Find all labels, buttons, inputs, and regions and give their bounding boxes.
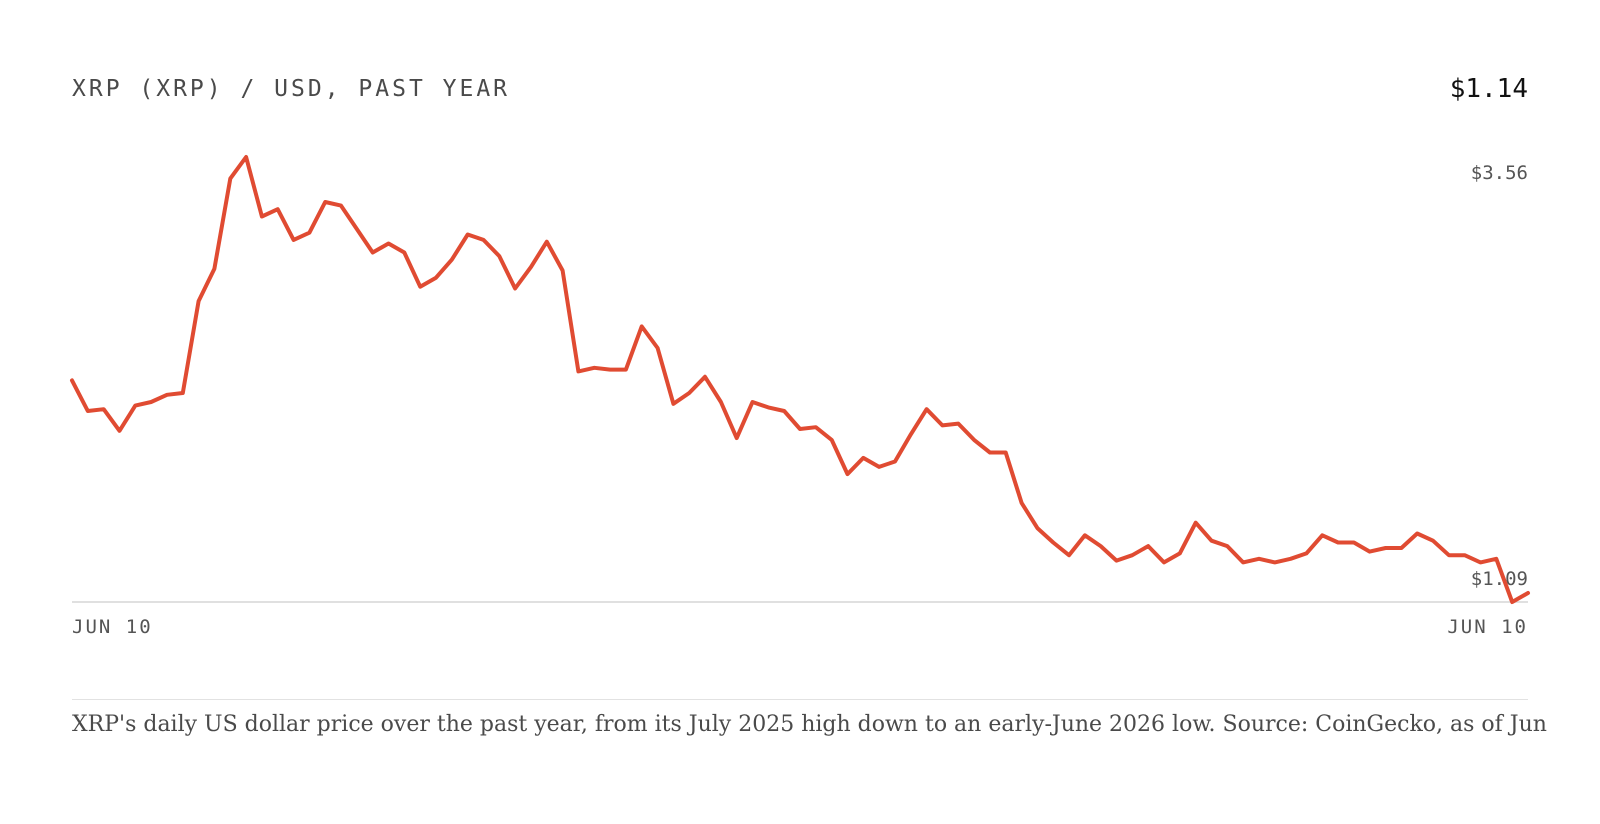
caption-divider bbox=[72, 699, 1528, 700]
y-min-label: $1.09 bbox=[1470, 568, 1528, 590]
chart-caption: XRP's daily US dollar price over the pas… bbox=[72, 712, 1547, 737]
chart-title: XRP (XRP) / USD, PAST YEAR bbox=[72, 76, 511, 102]
current-price: $1.14 bbox=[1449, 74, 1528, 104]
y-max-label: $3.56 bbox=[1470, 162, 1528, 184]
price-line bbox=[70, 155, 1530, 604]
x-end-label: JUN 10 bbox=[1447, 616, 1528, 638]
x-start-label: JUN 10 bbox=[72, 616, 153, 638]
